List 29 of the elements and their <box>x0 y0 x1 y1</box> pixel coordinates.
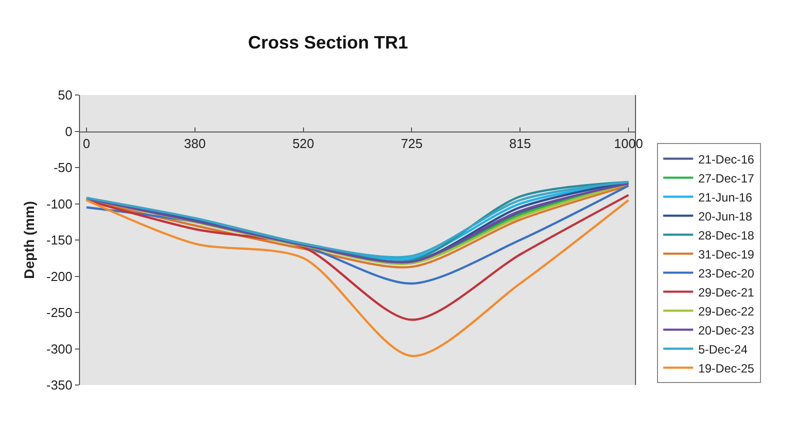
y-tick-label: -350 <box>46 378 72 393</box>
x-tick-label: 520 <box>292 136 314 151</box>
y-tick-label: 50 <box>58 88 72 103</box>
y-tick-label: -50 <box>54 160 72 176</box>
y-axis-title: Depth (mm) <box>20 201 37 279</box>
legend-label: 20-Dec-23 <box>698 323 755 338</box>
legend-label: 31-Dec-19 <box>698 247 755 262</box>
legend-label: 27-Dec-17 <box>698 171 755 186</box>
legend-label: 5-Dec-24 <box>698 342 748 356</box>
legend-label: 20-Jun-18 <box>698 209 753 224</box>
legend-label: 23-Dec-20 <box>698 266 755 280</box>
chart-title: Cross Section TR1 <box>248 32 408 52</box>
legend-label: 21-Jun-16 <box>698 190 753 204</box>
legend-label: 29-Dec-21 <box>698 285 755 300</box>
x-tick-label: 0 <box>82 136 90 151</box>
y-tick-label: 0 <box>65 124 72 139</box>
y-tick-label: -100 <box>46 196 72 212</box>
y-tick-label: -250 <box>46 305 72 320</box>
y-tick-label: -150 <box>46 232 72 248</box>
legend-label: 28-Dec-18 <box>698 228 755 242</box>
legend-label: 19-Dec-25 <box>698 361 755 376</box>
y-tick-label: -200 <box>46 268 72 284</box>
y-tick-label: -300 <box>46 341 72 356</box>
x-tick-label: 380 <box>184 136 206 151</box>
x-tick-label: 725 <box>400 136 423 151</box>
line-series <box>85 199 630 358</box>
legend-label: 21-Dec-16 <box>698 152 755 166</box>
x-tick-label: 815 <box>509 136 531 151</box>
legend-label: 29-Dec-22 <box>698 304 755 318</box>
